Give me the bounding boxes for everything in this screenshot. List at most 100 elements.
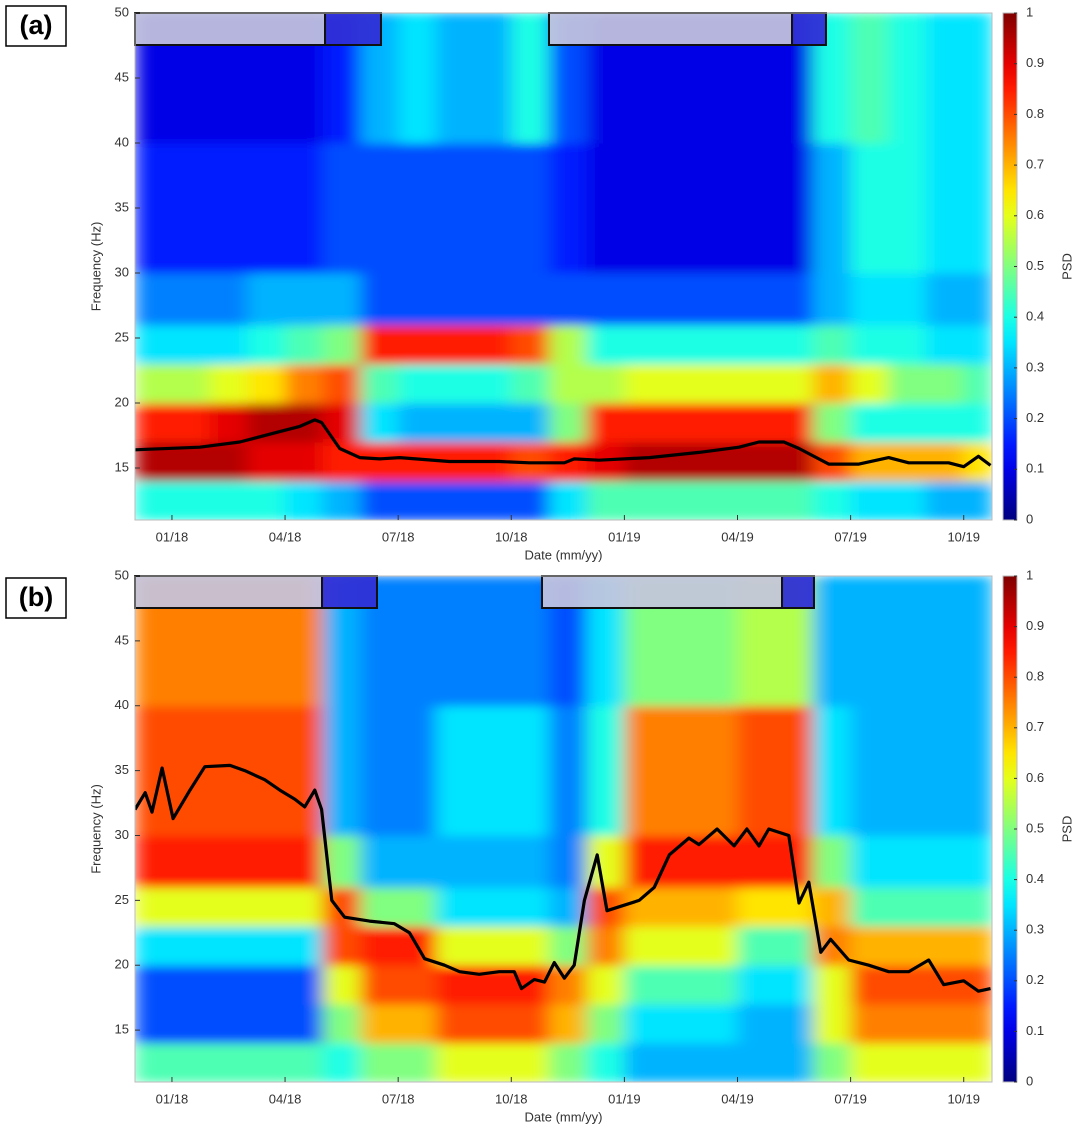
- heatmap-cell: [435, 403, 475, 443]
- heatmap-cell: [548, 403, 588, 443]
- heatmap-cell: [850, 887, 889, 927]
- x-tick-label: 10/18: [495, 529, 528, 544]
- heatmap-cell: [926, 1043, 965, 1082]
- heatmap-cell: [548, 143, 588, 274]
- colorbar-tick-label: 0.3: [1026, 922, 1044, 937]
- heatmap-cell: [888, 887, 927, 927]
- y-tick-label: 40: [115, 134, 129, 149]
- heatmap-cell: [209, 926, 248, 966]
- x-axis-label: Date (mm/yy): [525, 1109, 603, 1124]
- heatmap-cell: [850, 325, 889, 365]
- heatmap-cell: [473, 143, 512, 274]
- heatmap-cell: [511, 325, 550, 365]
- panel-label: (a): [20, 10, 53, 40]
- heatmap-cell: [548, 364, 588, 404]
- y-tick-label: 30: [115, 264, 129, 279]
- heatmap-cell: [473, 576, 512, 707]
- y-tick-label: 50: [115, 567, 129, 582]
- heatmap-cell: [548, 705, 588, 836]
- heatmap-cell: [812, 576, 852, 707]
- heatmap-cell: [699, 403, 739, 443]
- x-tick-label: 07/18: [382, 529, 415, 544]
- heatmap-cell: [662, 481, 701, 520]
- heatmap-cell: [586, 481, 625, 520]
- heatmap-cell: [360, 442, 399, 482]
- heatmap-cell: [850, 576, 889, 707]
- heatmap-cell: [322, 364, 361, 404]
- heatmap-cell: [135, 325, 173, 365]
- heatmap-cell: [322, 403, 361, 443]
- heatmap-cell: [511, 143, 550, 274]
- heatmap-cell: [775, 403, 814, 443]
- colorbar-tick-label: 0.1: [1026, 1023, 1044, 1038]
- heatmap-cell: [586, 1043, 625, 1082]
- y-tick-label: 15: [115, 459, 129, 474]
- heatmap-cell: [850, 143, 889, 274]
- heatmap-cell: [473, 403, 512, 443]
- x-tick-label: 10/19: [947, 529, 980, 544]
- heatmap-cell: [511, 705, 550, 836]
- heatmap-cell: [135, 835, 173, 888]
- x-axis-label: Date (mm/yy): [525, 547, 603, 562]
- heatmap-cell: [662, 887, 701, 927]
- heatmap-cell: [699, 965, 739, 1005]
- heatmap-cell: [850, 926, 889, 966]
- heatmap-cell: [812, 1043, 852, 1082]
- heatmap-cell: [586, 1004, 625, 1044]
- heatmap-cell: [435, 143, 475, 274]
- heatmap-cell: [398, 965, 437, 1005]
- heatmap-cell: [360, 364, 399, 404]
- heatmap-cell: [135, 887, 173, 927]
- heatmap-cell: [624, 835, 663, 888]
- colorbar-tick-label: 1: [1026, 567, 1033, 582]
- plot-frame: [134, 575, 993, 1083]
- heatmap-cell: [624, 325, 663, 365]
- heatmap-cell: [737, 143, 776, 274]
- heatmap-cell: [926, 143, 965, 274]
- heatmap-cell: [247, 1004, 286, 1044]
- colorbar-tick-label: 0.3: [1026, 359, 1044, 374]
- heatmap-cell: [926, 481, 965, 520]
- heatmap-cell: [963, 273, 992, 326]
- period-box: [324, 12, 382, 46]
- colorbar-tick-label: 1: [1026, 4, 1033, 19]
- colorbar-tick-label: 0.4: [1026, 871, 1044, 886]
- heatmap-cell: [926, 325, 965, 365]
- heatmap-cell: [850, 13, 889, 144]
- heatmap-cell: [285, 403, 324, 443]
- heatmap-cell: [662, 325, 701, 365]
- heatmap-cell: [775, 705, 814, 836]
- heatmap-cell: [135, 143, 173, 274]
- heatmap-cell: [624, 481, 663, 520]
- colorbar-label: PSD: [1059, 816, 1074, 843]
- heatmap-cell: [135, 403, 173, 443]
- heatmap-cell: [247, 705, 286, 836]
- heatmap-cell: [963, 1004, 992, 1044]
- heatmap-cell: [662, 364, 701, 404]
- heatmap-cell: [435, 835, 475, 888]
- heatmap-cell: [398, 442, 437, 482]
- heatmap-cell: [398, 887, 437, 927]
- panel-label-box: [5, 5, 67, 47]
- heatmap-cell: [624, 143, 663, 274]
- heatmap-cell: [699, 481, 739, 520]
- colorbar-tick-label: 0.9: [1026, 55, 1044, 70]
- heatmap-cell: [888, 1043, 927, 1082]
- period-box: [541, 575, 783, 609]
- heatmap-cell: [888, 325, 927, 365]
- heatmap-cell: [473, 1043, 512, 1082]
- heatmap-cell: [360, 481, 399, 520]
- heatmap-cell: [511, 364, 550, 404]
- y-tick-label: 35: [115, 199, 129, 214]
- heatmap-cell: [360, 1043, 399, 1082]
- heatmap-cell: [360, 705, 399, 836]
- heatmap-cell: [398, 403, 437, 443]
- heatmap-cell: [926, 364, 965, 404]
- heatmap-cell: [398, 364, 437, 404]
- trend-line: [135, 763, 991, 993]
- x-tick-label: 07/19: [834, 529, 867, 544]
- y-tick-label: 50: [115, 4, 129, 19]
- heatmap-cell: [737, 325, 776, 365]
- heatmap-cell: [473, 926, 512, 966]
- heatmap-cell: [624, 965, 663, 1005]
